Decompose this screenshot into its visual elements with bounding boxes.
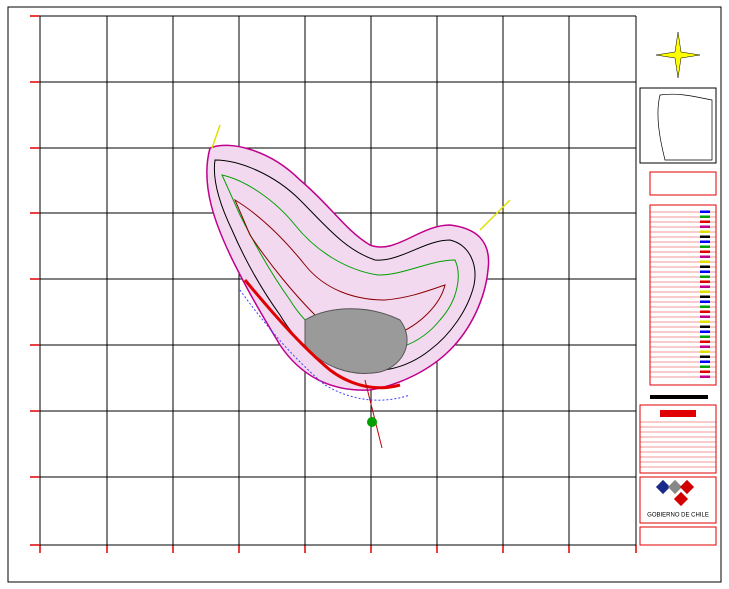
legend-swatch <box>700 325 710 328</box>
logo-mark <box>655 479 671 495</box>
logo-mark <box>673 491 689 507</box>
grid <box>30 15 637 553</box>
terrain <box>206 124 511 449</box>
legend-swatch <box>700 365 710 368</box>
location-outline <box>657 93 713 161</box>
legend-swatch <box>700 370 710 373</box>
legend-swatch <box>700 335 710 338</box>
line <box>364 379 383 449</box>
title-label <box>660 410 696 417</box>
legend-swatch <box>700 245 710 248</box>
road <box>243 279 401 390</box>
contour <box>233 198 446 339</box>
legend-swatch <box>700 255 710 258</box>
legend-swatch <box>700 300 710 303</box>
legend-swatch <box>700 275 710 278</box>
legend-swatch <box>700 270 710 273</box>
legend-swatch <box>700 315 710 318</box>
legend-swatch <box>700 375 710 378</box>
legend-swatch <box>700 320 710 323</box>
legend-swatch <box>700 360 710 363</box>
legend-swatch <box>700 310 710 313</box>
title-rows <box>640 421 716 468</box>
logo-mark <box>679 479 695 495</box>
notes-box <box>649 171 717 196</box>
legend-swatch <box>700 265 710 268</box>
legend-box <box>649 204 717 386</box>
logo-text: GOBIERNO DE CHILE <box>647 513 709 519</box>
contour <box>221 174 459 352</box>
footer-box <box>639 526 717 546</box>
legend-swatch <box>700 210 710 213</box>
legend-swatch <box>700 285 710 288</box>
urban-area <box>304 308 408 374</box>
legend-swatch <box>700 350 710 353</box>
marker <box>367 417 377 427</box>
legend-swatch <box>700 340 710 343</box>
logo-mark <box>667 479 683 495</box>
legend-rows <box>650 210 716 378</box>
outer-frame <box>7 6 722 583</box>
legend-swatch <box>700 250 710 253</box>
legend-swatch <box>700 330 710 333</box>
side-panel: GOBIERNO DE CHILE <box>639 31 717 546</box>
contour <box>213 159 476 372</box>
legend-swatch <box>700 220 710 223</box>
legend-swatch <box>700 355 710 358</box>
location-map <box>639 87 717 164</box>
coastline <box>239 289 411 401</box>
legend-swatch <box>700 240 710 243</box>
legend-swatch <box>700 235 710 238</box>
north-arrow <box>655 31 701 79</box>
legend-swatch <box>700 215 710 218</box>
legend-swatch <box>700 295 710 298</box>
legend-swatch <box>700 280 710 283</box>
scale-bar <box>650 395 708 399</box>
legend-swatch <box>700 345 710 348</box>
legend-swatch <box>700 305 710 308</box>
legend-swatch <box>700 230 710 233</box>
legend-swatch <box>700 260 710 263</box>
legend-swatch <box>700 225 710 228</box>
line <box>479 199 511 231</box>
line <box>211 124 221 149</box>
legend-swatch <box>700 290 710 293</box>
